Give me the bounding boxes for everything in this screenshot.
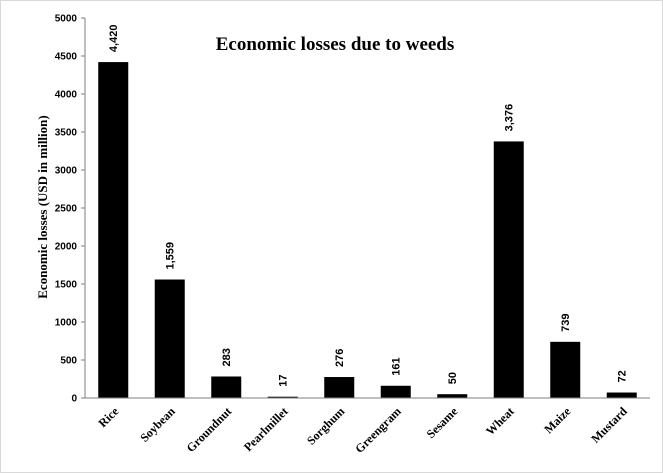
data-label: 4,420 — [108, 25, 120, 53]
data-label: 3,376 — [504, 104, 516, 132]
bar-sesame — [437, 394, 468, 398]
y-tick-label: 2500 — [55, 204, 78, 215]
bar-rice — [98, 62, 129, 399]
data-label: 17 — [278, 374, 290, 386]
data-labels: 4,420 1,559 283 17 276 161 50 3,376 739 72 — [108, 25, 629, 387]
data-label: 72 — [617, 370, 629, 382]
y-tick-label: 1500 — [55, 280, 78, 291]
bar-soybean — [154, 279, 185, 398]
data-label: 1,559 — [165, 242, 177, 270]
y-tick-label: 0 — [71, 394, 77, 405]
bar-maize — [550, 341, 581, 398]
bar-mustard — [606, 392, 637, 398]
bars — [98, 62, 637, 399]
bar-groundnut — [211, 376, 242, 398]
data-label: 276 — [334, 349, 346, 367]
y-tick-label: 2000 — [55, 242, 78, 253]
y-tick-label: 4000 — [55, 90, 78, 101]
data-label: 161 — [391, 357, 403, 375]
data-label: 739 — [560, 313, 572, 331]
bar-greengram — [380, 385, 411, 398]
data-label: 50 — [447, 372, 459, 384]
y-tick-label: 3000 — [55, 166, 78, 177]
y-tick-label: 3500 — [55, 128, 78, 139]
y-tick-label: 500 — [60, 356, 77, 367]
y-tick-label: 1000 — [55, 318, 78, 329]
y-tick-label: 4500 — [55, 52, 78, 63]
bar-wheat — [493, 141, 524, 398]
y-tick-label: 5000 — [55, 14, 78, 25]
y-axis: 0 500 1000 1500 2000 2500 3000 3500 4000 4500 5000 — [55, 14, 86, 405]
chart-title: Economic losses due to weeds — [216, 34, 455, 55]
bar-pearlmillet — [267, 396, 298, 398]
y-axis-title: Economic losses (USD in million) — [35, 115, 50, 298]
bar-sorghum — [324, 377, 355, 398]
data-label: 283 — [221, 348, 233, 366]
